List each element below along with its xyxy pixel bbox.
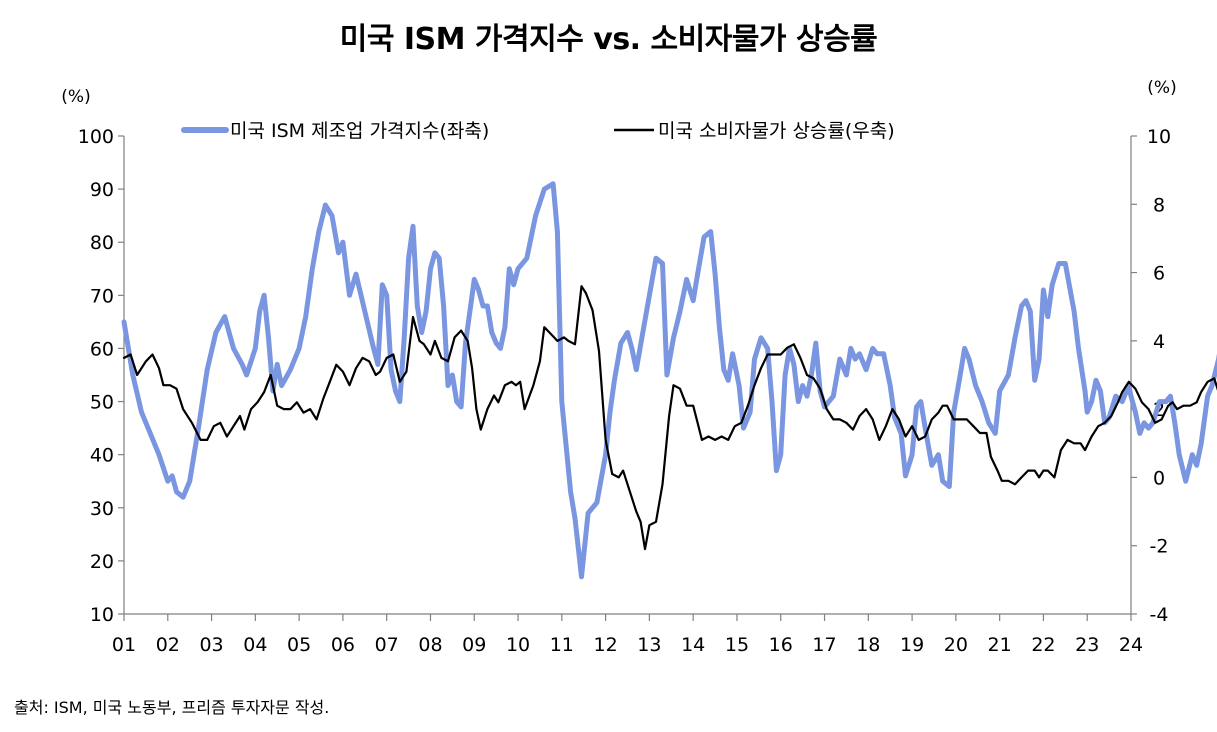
left-tick-label: 90	[90, 179, 114, 201]
x-tick-label: 21	[988, 634, 1012, 656]
x-tick-label: 04	[243, 634, 267, 656]
x-tick-label: 02	[156, 634, 180, 656]
left-tick-label: 70	[90, 285, 114, 307]
x-tick-label: 01	[112, 634, 136, 656]
right-axis-unit: (%)	[1147, 78, 1176, 98]
chart-title: 미국 ISM 가격지수 vs. 소비자물가 상승률	[339, 22, 878, 57]
x-tick-label: 15	[725, 634, 749, 656]
x-tick-label: 11	[550, 634, 574, 656]
plot-area	[121, 181, 1217, 580]
x-tick-label: 19	[900, 634, 924, 656]
x-tick-label: 22	[1031, 634, 1055, 656]
x-tick-label: 14	[681, 634, 705, 656]
legend-label-cpi: 미국 소비자물가 상승률(우축)	[658, 120, 895, 142]
legend-label-ism: 미국 ISM 제조업 가격지수(좌축)	[230, 120, 489, 142]
left-tick-label: 20	[90, 551, 114, 573]
x-tick-label: 24	[1119, 634, 1143, 656]
axes: 10 20 30 40 50 60 70 80 90 100 -4 -2 0 24 6 8 10 01 02 03 04…	[78, 126, 1171, 656]
left-tick-label: 50	[90, 392, 114, 414]
x-tick-label: 23	[1075, 634, 1099, 656]
x-tick-label: 17	[812, 634, 836, 656]
legend: 미국 ISM 제조업 가격지수(좌축) 미국 소비자물가 상승률(우축)	[181, 120, 895, 142]
source-note: 출처: ISM, 미국 노동부, 프리즘 투자자문 작성.	[14, 698, 330, 717]
right-tick-label: 6	[1153, 263, 1165, 285]
right-tick-label: 10	[1147, 126, 1171, 148]
x-tick-label: 05	[287, 634, 311, 656]
x-tick-label: 16	[769, 634, 793, 656]
x-tick-label: 10	[506, 634, 530, 656]
right-tick-label: 8	[1153, 194, 1165, 216]
series-line-ism-price-index	[121, 181, 1217, 580]
x-tick-label: 12	[594, 634, 618, 656]
right-tick-label: 4	[1153, 331, 1165, 353]
right-tick-label: 0	[1153, 467, 1165, 489]
series-line-cpi-inflation	[122, 285, 1217, 551]
left-axis-unit: (%)	[61, 87, 90, 107]
x-tick-label: 06	[331, 634, 355, 656]
right-tick-label: -4	[1150, 604, 1169, 626]
x-tick-label: 08	[418, 634, 442, 656]
x-tick-label: 20	[944, 634, 968, 656]
x-tick-label: 13	[637, 634, 661, 656]
left-tick-label: 80	[90, 232, 114, 254]
left-tick-label: 100	[78, 126, 114, 148]
left-tick-label: 40	[90, 445, 114, 467]
x-tick-label: 03	[199, 634, 223, 656]
left-tick-label: 60	[90, 338, 114, 360]
left-tick-label: 30	[90, 498, 114, 520]
x-tick-label: 09	[462, 634, 486, 656]
right-tick-label: -2	[1150, 536, 1169, 558]
x-tick-label: 18	[856, 634, 880, 656]
x-tick-label: 07	[375, 634, 399, 656]
left-tick-label: 10	[90, 604, 114, 626]
